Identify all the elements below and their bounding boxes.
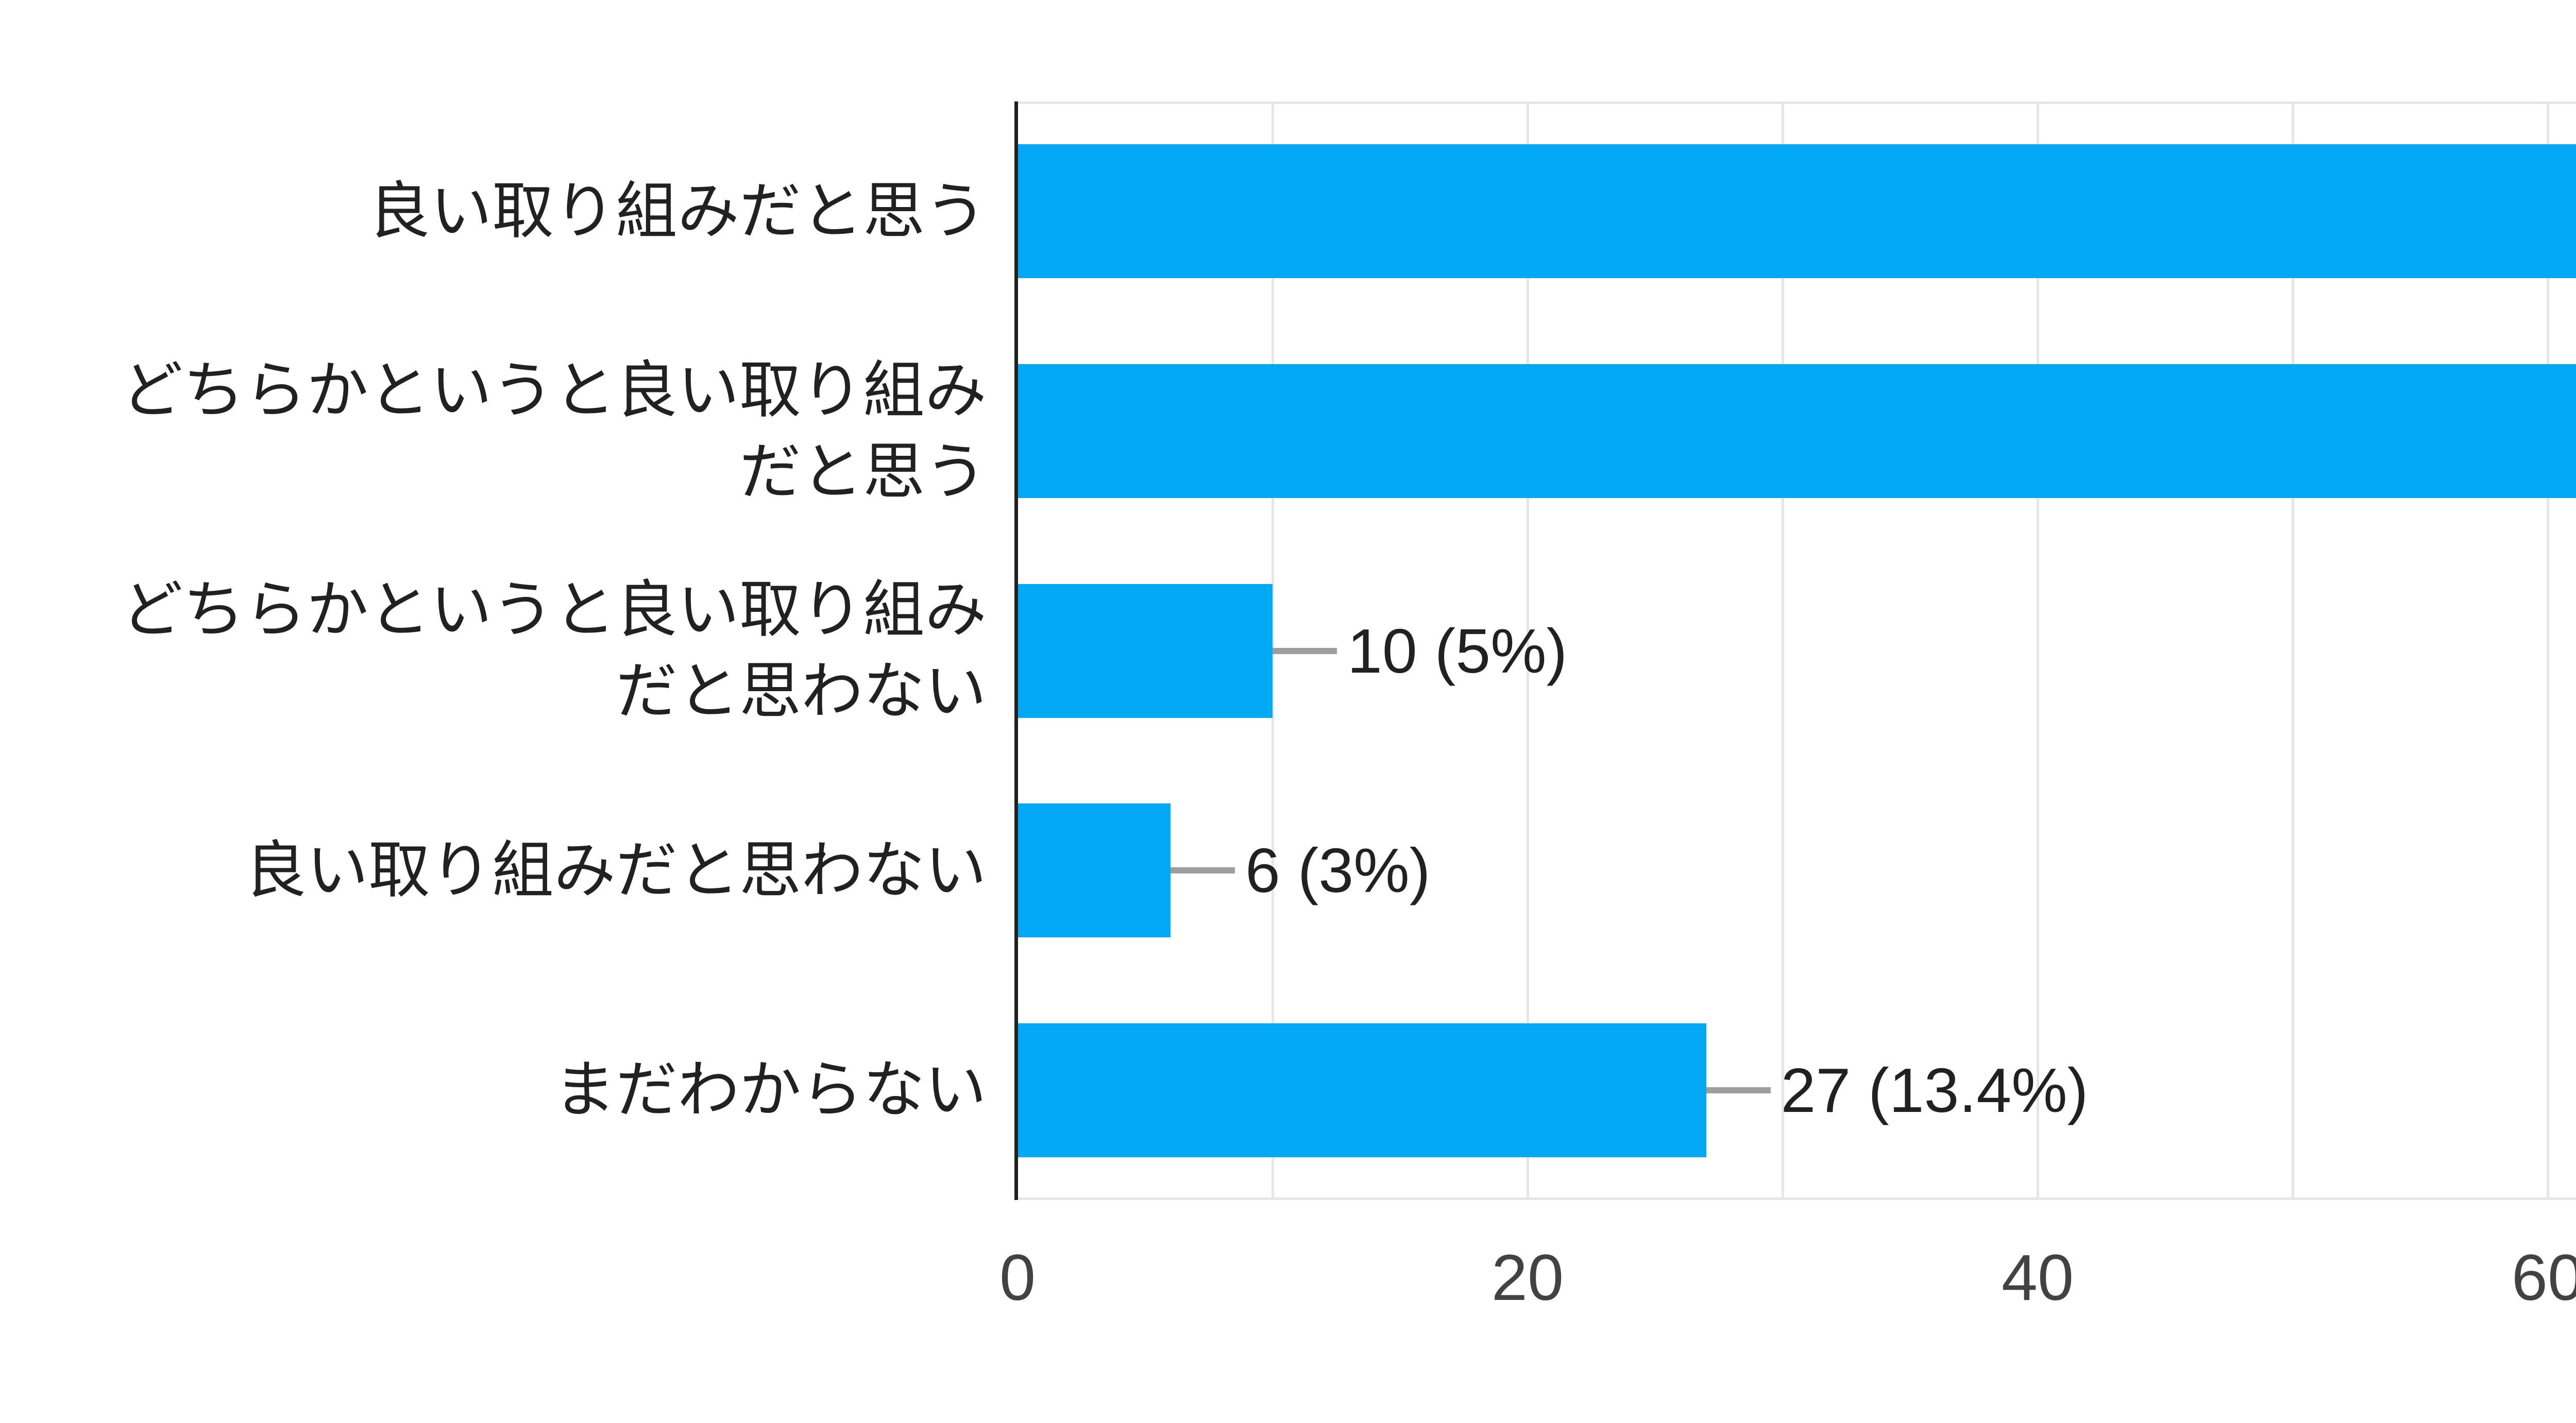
category-label-3-line-0: 良い取り組みだと思わない <box>245 835 987 905</box>
category-label-3: 良い取り組みだと思わない <box>0 761 987 981</box>
category-label-4: まだわからない <box>0 980 987 1200</box>
gridline-20 <box>1526 101 1529 1200</box>
y-axis-line <box>1014 101 1018 1200</box>
category-label-2-line-1: だと思わない <box>616 657 987 726</box>
plot-area: 78 (38.8%)82 (40.8%)10 (5%)6 (3%)27 (13.… <box>1018 101 2576 1200</box>
category-label-0-line-0: 良い取り組みだと思う <box>368 177 987 246</box>
plot-bottom-border <box>1018 1197 2576 1200</box>
gridline-40 <box>2036 101 2039 1200</box>
gridline-30 <box>1781 101 1784 1200</box>
category-label-4-line-0: まだわからない <box>554 1055 987 1125</box>
plot-top-border <box>1018 101 2576 104</box>
value-label-3: 6 (3%) <box>1245 835 1431 906</box>
category-label-0: 良い取り組みだと思う <box>0 101 987 321</box>
category-label-1-line-0: どちらかというと良い取り組み <box>121 355 987 425</box>
gridline-60 <box>2546 101 2549 1200</box>
gridline-50 <box>2291 101 2294 1200</box>
x-tick-label-60: 60 <box>2511 1241 2576 1314</box>
leader-line-4 <box>1706 1087 1771 1093</box>
bar-3[interactable] <box>1018 803 1171 938</box>
bar-4[interactable] <box>1018 1023 1706 1157</box>
x-tick-label-40: 40 <box>2001 1241 2074 1314</box>
category-label-2-line-0: どちらかというと良い取り組み <box>121 575 987 645</box>
leader-line-2 <box>1273 647 1337 654</box>
value-label-4: 27 (13.4%) <box>1781 1055 2089 1125</box>
leader-line-3 <box>1171 867 1235 874</box>
bar-2[interactable] <box>1018 584 1273 718</box>
x-tick-label-20: 20 <box>1491 1241 1564 1314</box>
category-label-1-line-1: だと思う <box>739 437 987 506</box>
bar-1[interactable] <box>1018 364 2576 498</box>
category-label-1: どちらかというと良い取り組みだと思う <box>0 321 987 541</box>
x-tick-label-0: 0 <box>999 1241 1036 1314</box>
value-label-2: 10 (5%) <box>1347 615 1568 686</box>
category-label-2: どちらかというと良い取り組みだと思わない <box>0 541 987 761</box>
bar-0[interactable] <box>1018 144 2576 279</box>
